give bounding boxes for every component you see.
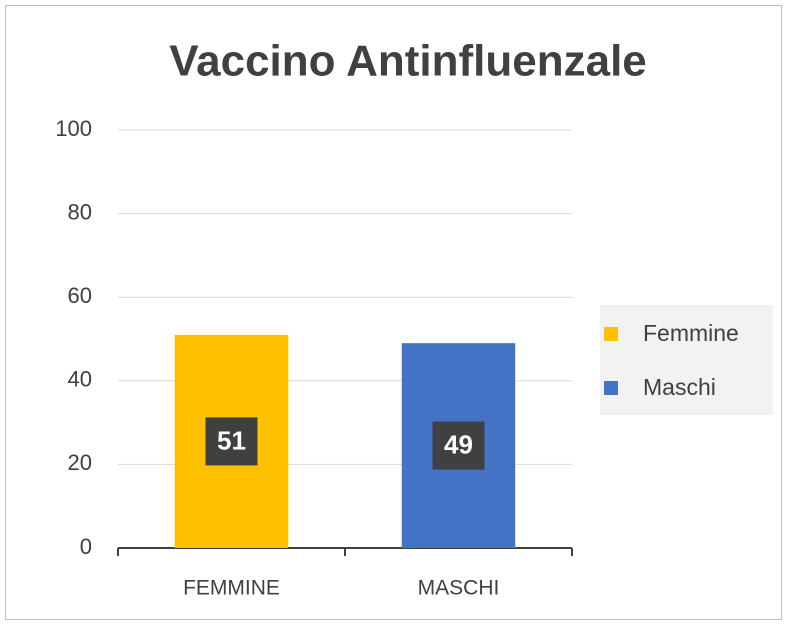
- data-label: 49: [444, 429, 473, 459]
- legend-box: [600, 305, 773, 415]
- y-tick-label: 40: [68, 367, 92, 392]
- data-label-box: [205, 417, 258, 466]
- data-label: 51: [217, 425, 246, 455]
- y-tick-label: 60: [68, 283, 92, 308]
- data-label-box: [432, 421, 485, 470]
- legend-swatch: [604, 381, 618, 395]
- legend-label: Femmine: [643, 320, 739, 346]
- y-tick-label: 0: [80, 534, 92, 559]
- legend-label: Maschi: [643, 374, 716, 400]
- y-tick-label: 20: [68, 450, 92, 475]
- x-tick-label: MASCHI: [418, 577, 500, 600]
- y-tick-label: 80: [68, 199, 92, 224]
- chart-title: Vaccino Antinfluenzale: [169, 37, 647, 86]
- y-tick-label: 100: [55, 116, 92, 141]
- legend-swatch: [604, 327, 618, 341]
- x-tick-label: FEMMINE: [183, 577, 280, 600]
